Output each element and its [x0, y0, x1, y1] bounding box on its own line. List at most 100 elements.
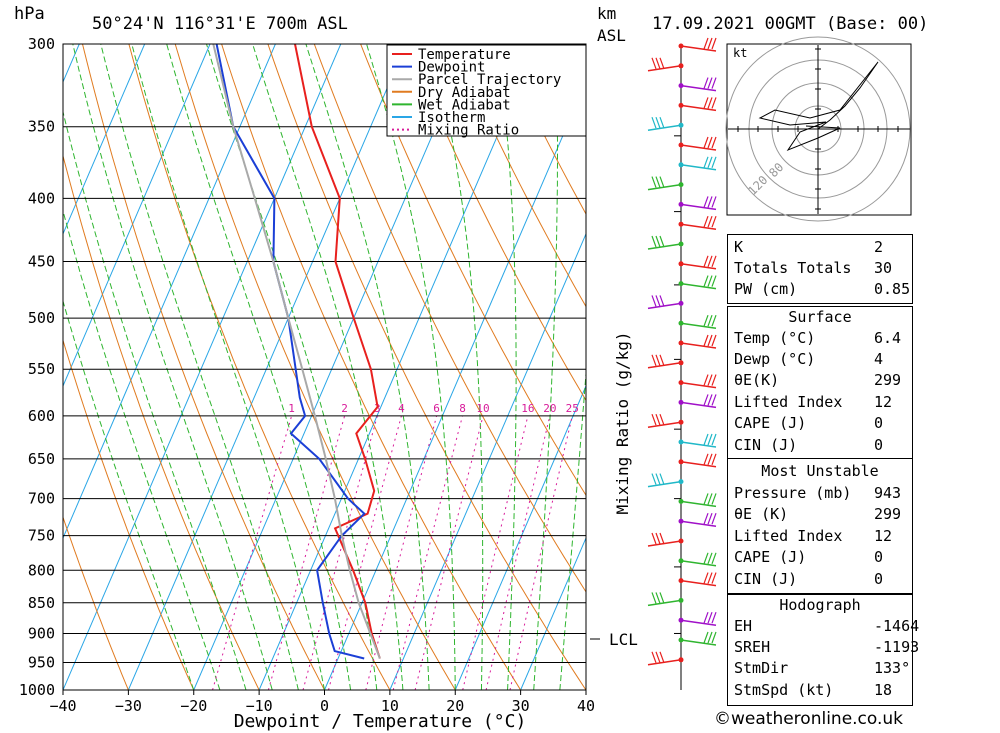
wind-barb-feather	[707, 255, 713, 268]
mixing-ratio-title: Mixing Ratio (g/kg)	[613, 331, 632, 514]
wind-barb-shaft	[680, 282, 717, 290]
wind-barb-feather	[703, 394, 709, 406]
hodograph-unit: kt	[733, 46, 747, 60]
mu-row: θE (K) 299	[734, 504, 906, 525]
x-axis-title: Dewpoint / Temperature (°C)	[234, 711, 527, 732]
hodo-label: StmDir	[734, 659, 789, 677]
wet-adiabat-line	[496, 44, 517, 690]
forecast-datetime: 17.09.2021 00GMT (Base: 00)	[652, 14, 929, 34]
wet-adiabat-line	[533, 44, 558, 690]
wind-barb-feather	[707, 97, 713, 109]
wind-barb-shaft	[680, 520, 717, 527]
hodograph-title: Hodograph	[779, 596, 861, 614]
legend-label: Mixing Ratio	[418, 123, 519, 139]
mixing-ratio-label: 2	[341, 402, 348, 415]
dry-adiabat-line	[63, 154, 260, 690]
wind-barb-feather	[655, 176, 661, 188]
wind-barb-feather	[711, 512, 717, 525]
hodo-row: SREH -1193	[734, 637, 919, 658]
wind-barb-feather	[655, 592, 661, 604]
mixing-ratio-line	[509, 415, 573, 690]
mixing-ratio-label: 6	[433, 402, 440, 415]
temperature-tick-label: 30	[512, 697, 530, 715]
wind-barb-feather	[707, 136, 713, 149]
wind-barb-feather	[651, 295, 657, 307]
wind-barb-feather	[703, 572, 709, 584]
height-unit-km: km	[597, 4, 617, 23]
dewpoint-line	[215, 44, 366, 660]
wind-barb-feather	[703, 255, 709, 268]
mu-value: 299	[874, 505, 902, 523]
dry-adiabat-line	[452, 44, 586, 308]
temperature-tick-label: −10	[246, 697, 273, 715]
wind-barb-shaft	[647, 124, 682, 131]
wind-barb-feather	[711, 433, 717, 446]
mu-row: Pressure (mb) 943	[734, 483, 906, 504]
wind-barb-feather	[707, 215, 713, 228]
wind-barb-feather	[651, 413, 657, 426]
temperature-tick-label: 10	[381, 697, 399, 715]
mixing-ratio-label: 1	[288, 402, 295, 415]
wind-barb-feather	[707, 631, 713, 644]
wind-barb-feather	[655, 116, 661, 129]
mu-row: CAPE (J) 0	[734, 547, 906, 568]
pressure-tick-label: 450	[28, 253, 55, 271]
legend-label: Parcel Trajectory	[418, 72, 561, 88]
pressure-tick-label: 600	[28, 407, 55, 425]
dry-adiabat-line	[174, 44, 456, 690]
legend-label: Dewpoint	[418, 60, 485, 76]
dry-adiabat-line	[267, 44, 586, 690]
pressure-tick-label: 850	[28, 594, 55, 612]
wind-barb-feather	[711, 394, 717, 406]
wind-barb-feather	[659, 651, 665, 664]
legend-label: Wet Adiabat	[418, 97, 511, 113]
wet-adiabat-line	[559, 367, 586, 690]
isotherm-line	[324, 80, 586, 690]
hodo-row: StmDir 133°	[734, 658, 910, 679]
wind-barb-feather	[707, 394, 713, 406]
legend-label: Isotherm	[418, 110, 485, 126]
wind-barb-shaft	[680, 104, 717, 112]
wind-barb-shaft	[680, 381, 717, 389]
wind-barb-shaft	[680, 203, 717, 211]
mixing-ratio-label: 10	[476, 402, 489, 415]
wind-barb-feather	[659, 235, 665, 248]
wind-barb-feather	[659, 116, 665, 129]
wind-barb-feather	[655, 651, 661, 664]
wind-barb-shaft	[680, 639, 717, 646]
surface-row: CAPE (J) 0	[734, 413, 906, 434]
wind-barb-feather	[655, 235, 661, 248]
surface-label: Dewp (°C)	[734, 350, 816, 368]
wind-barb-shaft	[647, 421, 682, 428]
wind-barb-feather	[659, 532, 665, 545]
isotherm-line	[193, 44, 472, 690]
most-unstable-title: Most Unstable	[761, 462, 879, 480]
pressure-tick-label: 900	[28, 624, 55, 642]
section-divider	[728, 458, 912, 459]
wind-barb-feather	[711, 334, 717, 347]
mu-row: CIN (J) 0	[734, 569, 906, 590]
height-unit-asl: ASL	[597, 26, 626, 45]
isotherm-line	[63, 44, 146, 236]
wind-barb-shaft	[647, 65, 682, 72]
mu-value: 0	[874, 570, 884, 588]
temperature-tick-label: 0	[320, 697, 329, 715]
pressure-tick-label: 500	[28, 309, 55, 327]
temperature-tick-label: −40	[49, 697, 76, 715]
pressure-tick-label: 300	[28, 35, 55, 53]
wind-barb-feather	[707, 334, 713, 347]
mu-label: CAPE (J)	[734, 548, 807, 566]
wind-barb-feather	[703, 631, 709, 644]
wind-barb-shaft	[680, 461, 717, 468]
wind-barb-shaft	[680, 500, 717, 508]
wind-barbs	[647, 37, 717, 666]
wind-barb-shaft	[680, 441, 717, 448]
lcl-label: LCL	[609, 630, 638, 649]
wind-barb-feather	[651, 116, 657, 129]
wet-adiabat-line	[366, 44, 456, 690]
hodograph-trace	[758, 61, 879, 152]
wind-barb-feather	[711, 97, 717, 109]
wind-barb-feather	[659, 57, 665, 70]
wind-barb-shaft	[647, 599, 682, 607]
